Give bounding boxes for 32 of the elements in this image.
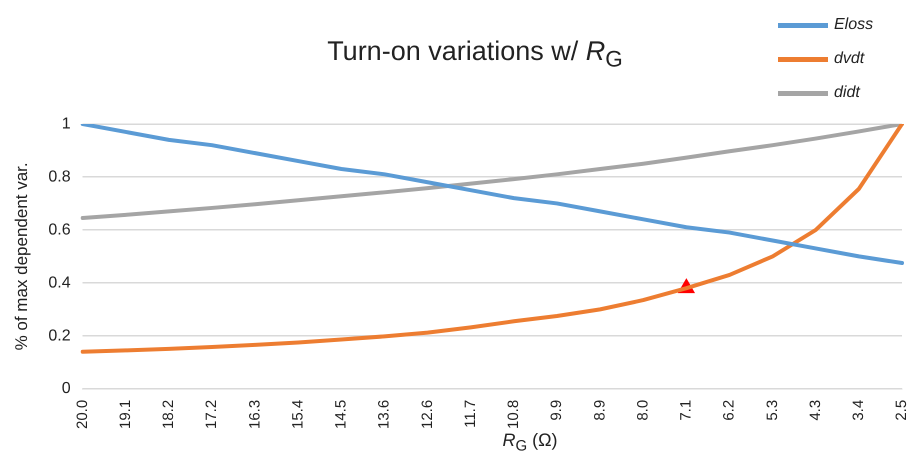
- chart-title: Turn-on variations w/ R$_{G}$: [327, 36, 623, 72]
- x-tick-label: 13.6: [376, 400, 393, 430]
- x-tick-label: 3.4: [850, 400, 868, 421]
- y-axis-title: % of max dependent var.: [12, 162, 31, 350]
- x-tick-label: 17.2: [203, 400, 220, 430]
- y-tick-label: 0.4: [48, 274, 71, 292]
- y-tick-label: 0.2: [48, 327, 71, 344]
- legend-label: didt: [834, 84, 860, 102]
- x-tick-label: 6.2: [720, 400, 738, 421]
- x-tick-label: 12.6: [418, 400, 436, 430]
- y-tick-label: 0.6: [48, 221, 71, 238]
- x-tick-label: 20.0: [74, 400, 91, 430]
- x-tick-label: 15.4: [289, 400, 306, 430]
- legend-label: dvdt: [834, 50, 864, 68]
- x-tick-label: 4.3: [806, 400, 824, 421]
- x-tick-label: 8.9: [591, 400, 608, 421]
- x-tick-label: 10.8: [505, 400, 522, 430]
- x-tick-label: 8.0: [634, 400, 652, 421]
- x-axis-title: R$_{G}$ (Ω): [501, 430, 559, 455]
- x-tick-label: 2.5: [893, 400, 910, 421]
- x-tick-label: 5.3: [764, 400, 781, 421]
- x-tick-label: 9.9: [548, 400, 566, 421]
- x-tick-label: 19.1: [116, 400, 134, 430]
- y-tick-label: 1: [62, 115, 71, 132]
- x-tick-label: 18.2: [160, 400, 178, 430]
- x-tick-label: 7.1: [678, 400, 695, 421]
- y-tick-label: 0.8: [48, 168, 71, 186]
- x-tick-label: 16.3: [246, 400, 264, 430]
- y-tick-label: 0: [62, 380, 71, 398]
- legend-label: Eloss: [834, 16, 874, 34]
- x-tick-label: 14.5: [332, 400, 350, 430]
- x-tick-label: 11.7: [462, 400, 479, 428]
